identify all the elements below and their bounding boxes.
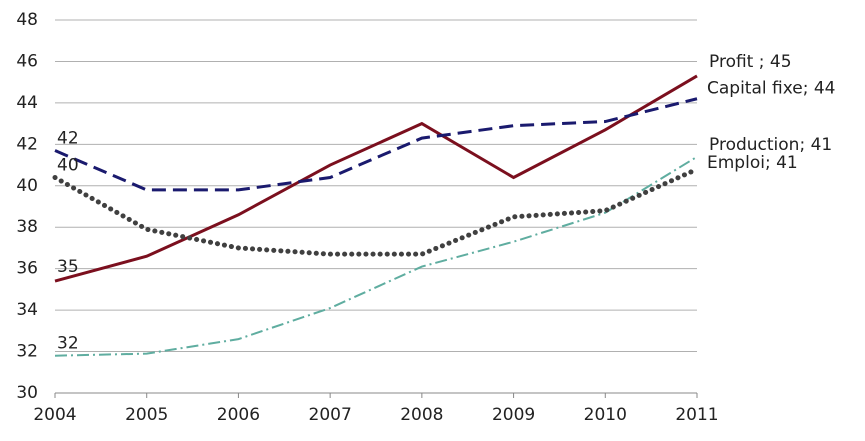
x-tick-label: 2007 [309,405,352,425]
y-tick-label: 32 [16,342,38,362]
data-label: 32 [57,334,79,354]
y-tick-label: 42 [16,134,38,154]
y-tick-label: 34 [16,300,38,320]
data-label: Production; 41 [709,135,832,155]
x-tick-label: 2008 [400,405,443,425]
series-line [52,166,700,257]
y-tick-label: 30 [16,383,38,403]
x-tick-label: 2006 [217,405,260,425]
data-label: Emploi; 41 [707,153,798,173]
y-tick-label: 44 [16,93,38,113]
data-label: 40 [57,155,79,175]
x-tick-label: 2011 [675,405,718,425]
data-label: Capital fixe; 44 [707,79,835,99]
y-tick-label: 36 [16,259,38,279]
x-tick-label: 2005 [125,405,168,425]
data-label: 42 [57,129,79,149]
x-tick-label: 2004 [33,405,76,425]
y-tick-label: 38 [16,217,38,237]
data-label: Profit ; 45 [709,52,792,72]
data-label: 35 [57,257,79,277]
y-tick-label: 48 [16,10,38,30]
y-tick-label: 46 [16,51,38,71]
series-line [54,155,698,357]
series-line [54,97,698,192]
x-tick-label: 2009 [492,405,535,425]
series-line [54,74,698,283]
x-tick-label: 2010 [584,405,627,425]
y-tick-label: 40 [16,176,38,196]
